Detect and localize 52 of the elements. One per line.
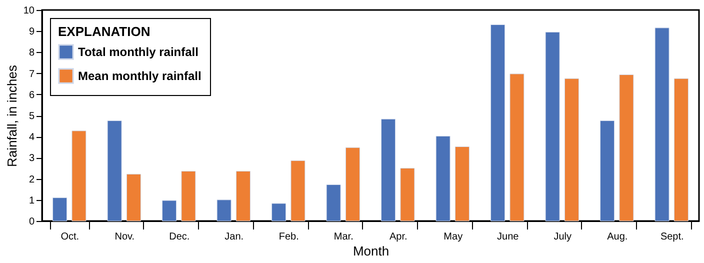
y-tick-label: 3 (28, 153, 35, 164)
x-tick-label: July (554, 232, 572, 242)
x-tick-label: Dec. (169, 232, 190, 242)
bar (436, 136, 450, 222)
bar (510, 74, 524, 222)
bar (52, 198, 68, 222)
bar (454, 146, 470, 222)
x-tick-label: May (444, 232, 463, 242)
bar (400, 168, 415, 222)
bar (162, 200, 177, 222)
bar (674, 78, 688, 222)
bar (181, 170, 196, 222)
x-tick-label: Nov. (114, 232, 135, 242)
y-tick-label: 5 (28, 111, 35, 122)
bar (600, 120, 615, 222)
legend-label: Total monthly rainfall (78, 45, 198, 59)
legend-label: Mean monthly rainfall (78, 69, 202, 83)
x-tick-label: Jan. (224, 232, 244, 242)
bar (236, 170, 250, 222)
y-axis-title: Rainfall, in inches (4, 64, 20, 167)
bar (345, 147, 360, 222)
x-tick-label: Mar. (334, 232, 354, 242)
bar (619, 74, 634, 222)
bar (272, 203, 286, 222)
bar (290, 160, 306, 222)
bar (545, 32, 560, 222)
legend-title: EXPLANATION (58, 24, 150, 39)
bar (326, 184, 341, 222)
x-tick-label: June (497, 232, 520, 242)
bar (126, 174, 141, 222)
bar (107, 120, 122, 222)
x-tick-label: Feb. (278, 232, 299, 242)
x-tick-label: Apr. (389, 232, 408, 242)
y-tick-label: 8 (28, 48, 35, 59)
bar (216, 200, 232, 222)
y-tick-label: 1 (28, 195, 35, 206)
bar (654, 28, 670, 222)
x-axis-title: Month (352, 244, 390, 258)
bar (381, 118, 396, 222)
y-tick-label: 4 (28, 132, 35, 144)
x-tick-label: Sept. (660, 232, 684, 242)
bar (564, 78, 579, 222)
y-tick-label: 0 (28, 216, 35, 228)
bar (72, 130, 86, 222)
y-tick-label: 9 (28, 26, 35, 38)
x-tick-label: Oct. (60, 232, 80, 242)
y-tick-label: 10 (23, 6, 35, 16)
y-tick-label: 6 (28, 90, 35, 101)
x-tick-label: Aug. (607, 232, 628, 242)
y-tick-label: 7 (28, 68, 35, 80)
bar (490, 24, 506, 222)
y-tick-label: 2 (28, 174, 35, 186)
